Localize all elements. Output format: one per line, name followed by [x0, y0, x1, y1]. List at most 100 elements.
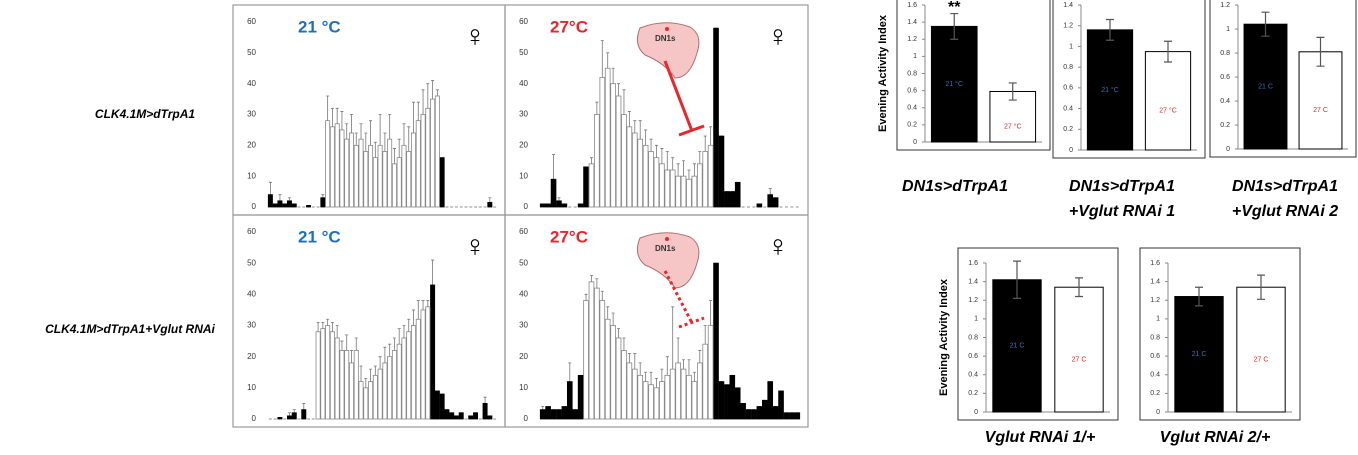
bar: [325, 120, 331, 208]
bar: [718, 381, 725, 420]
error-bar: [638, 362, 642, 376]
bar: [642, 381, 649, 420]
bar: [344, 350, 350, 420]
error-bar: [649, 138, 653, 152]
bar: [458, 412, 464, 420]
y-tick-label: 30: [247, 321, 256, 330]
bar: [315, 331, 321, 420]
bar: [583, 166, 589, 208]
y-tick-label: 0.4: [907, 105, 917, 112]
error-bar: [1106, 18, 1114, 41]
bar: [267, 194, 273, 208]
bar: [482, 403, 488, 420]
bar: [745, 409, 752, 420]
y-tick-label: 1: [1156, 316, 1160, 323]
bar: [325, 325, 331, 420]
bar: [1236, 286, 1286, 413]
error-bar: [335, 325, 339, 338]
error-bar: [426, 83, 430, 109]
y-tick-label: 0.4: [1063, 105, 1073, 112]
bar: [320, 197, 326, 208]
bar: [339, 350, 345, 420]
bar: [772, 406, 779, 420]
bar: [306, 205, 312, 208]
error-bar: [388, 114, 392, 140]
error-bar: [488, 197, 492, 203]
bar: [631, 368, 638, 420]
bar-category-label: 27 C: [1313, 107, 1328, 114]
bar: [588, 163, 595, 208]
bar: [1243, 23, 1288, 150]
bar: [680, 175, 687, 208]
error-bar: [703, 135, 707, 152]
y-tick-label: 1.2: [907, 36, 917, 43]
bar: [453, 415, 459, 420]
error-bar: [698, 151, 702, 164]
y-tick-label: 0.4: [1150, 372, 1160, 379]
bar: [1174, 296, 1224, 413]
error-bar: [633, 353, 637, 370]
y-tick-label: 50: [247, 48, 256, 57]
bar: [377, 368, 383, 420]
bar: [610, 325, 616, 420]
bar: [561, 203, 568, 208]
bar: [556, 409, 562, 420]
error-bar: [595, 278, 599, 289]
bar: [282, 203, 288, 208]
error-bar: [402, 325, 406, 338]
error-bar: [1164, 40, 1172, 63]
bar: [992, 279, 1042, 413]
error-bar: [407, 318, 411, 332]
bar: [344, 138, 350, 208]
error-bar: [407, 126, 411, 152]
bar: [545, 406, 551, 420]
y-tick-label: 10: [247, 171, 256, 180]
bar: [637, 138, 644, 208]
bar: [430, 284, 436, 420]
bar: [594, 114, 600, 208]
bar: [675, 175, 681, 208]
error-bar: [373, 141, 377, 158]
y-tick-label: 0.6: [1220, 74, 1230, 81]
significance: **: [948, 0, 961, 16]
error-bar: [378, 114, 382, 146]
bar: [372, 374, 378, 420]
y-tick-label: 20: [519, 140, 528, 149]
bar: [391, 163, 397, 208]
y-tick-label: 1.6: [907, 2, 917, 9]
bar: [659, 381, 665, 420]
y-tick-label: 1.2: [1220, 2, 1230, 9]
bar: [713, 27, 719, 208]
error-bar: [383, 132, 387, 152]
error-bar: [321, 194, 325, 198]
error-bar: [345, 334, 349, 351]
y-tick-label: 1: [974, 316, 978, 323]
y-tick-label: 10: [519, 171, 528, 180]
error-bar: [268, 181, 272, 195]
error-bar: [421, 300, 425, 310]
error-bar: [552, 154, 556, 180]
y-tick-label: 30: [519, 321, 528, 330]
bar: [368, 381, 374, 420]
bar: [1086, 29, 1134, 151]
y-tick-label: 1: [1226, 26, 1230, 33]
bar: [599, 300, 606, 420]
error-bar: [364, 132, 368, 152]
y-tick-label: 0.2: [968, 390, 978, 397]
x-axis-label: +Vglut RNAi 2: [1232, 203, 1338, 220]
bar: [411, 132, 416, 208]
bar: [724, 384, 730, 420]
bar: [648, 384, 654, 420]
y-axis-label: Evening Activity Index: [877, 14, 889, 132]
error-bar: [340, 111, 344, 130]
bar: [767, 381, 774, 420]
y-tick-label: 40: [519, 289, 528, 298]
bar: [696, 362, 703, 420]
dn1s-shape: [636, 232, 700, 289]
female-symbol: ♀: [464, 230, 487, 263]
error-bar: [431, 259, 435, 285]
error-bar: [330, 107, 334, 127]
error-bar: [278, 194, 282, 201]
bar: [487, 201, 493, 208]
error-bar: [435, 89, 439, 96]
